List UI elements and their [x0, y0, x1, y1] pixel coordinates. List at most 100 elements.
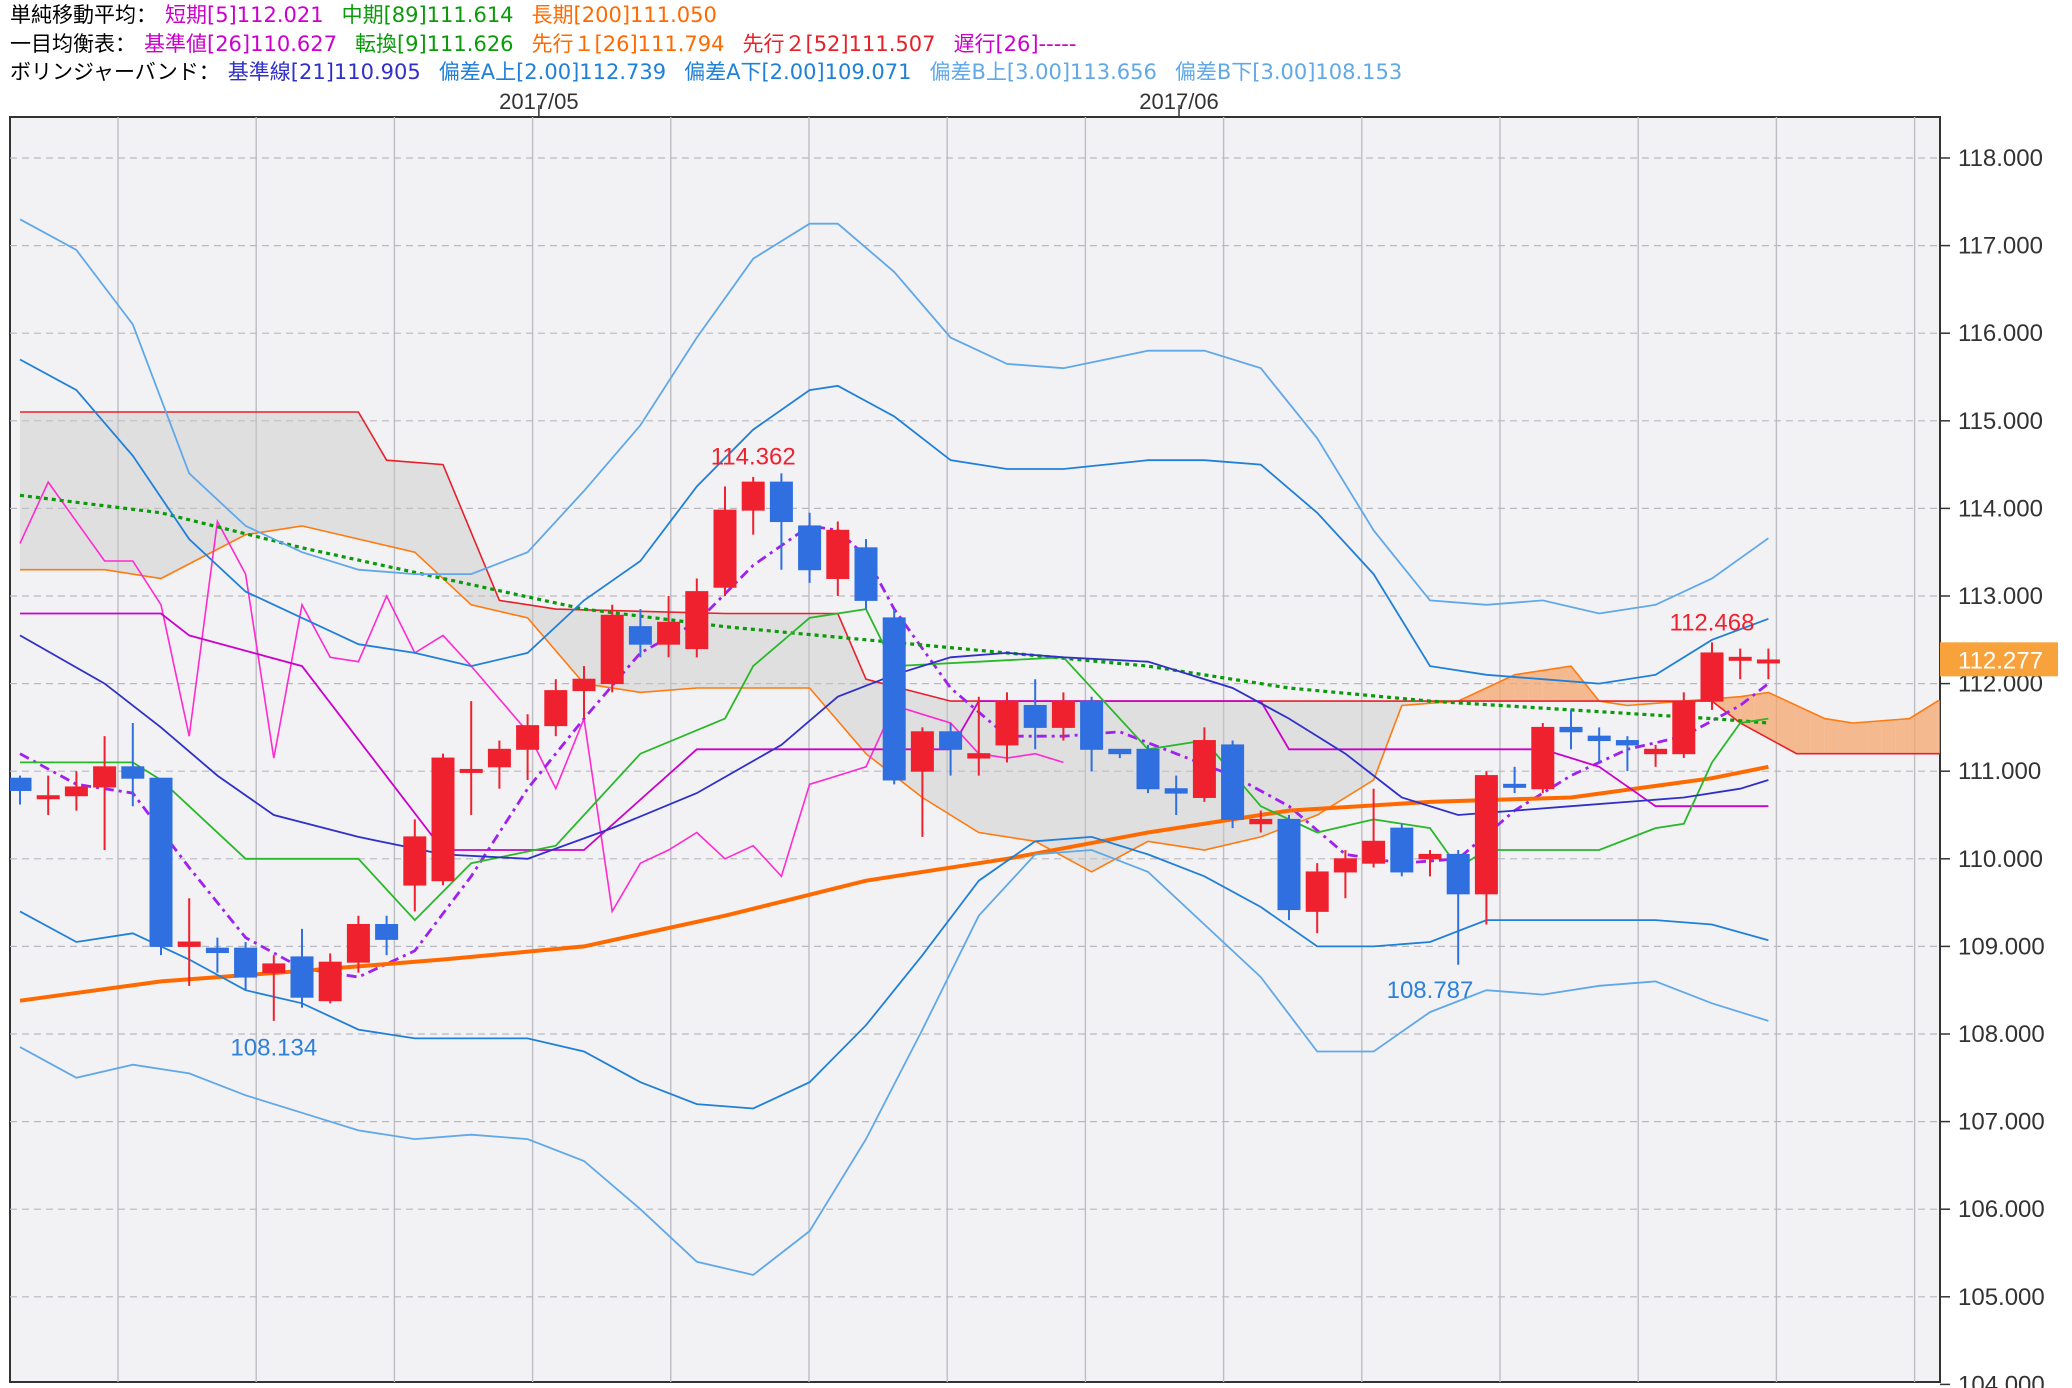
ichimoku-cloud-segment — [1105, 701, 1120, 865]
candle-body — [544, 690, 568, 727]
candle-body — [882, 617, 906, 781]
price-annotation: 108.134 — [230, 1034, 317, 1061]
ichimoku-cloud-segment — [513, 602, 528, 618]
candle-body — [459, 768, 483, 773]
candle-body — [1756, 659, 1780, 664]
ichimoku-cloud-segment — [1528, 670, 1543, 702]
series-line-6 — [19, 358, 1769, 685]
series-line-1 — [19, 493, 1769, 725]
ichimoku-cloud-segment — [978, 701, 993, 835]
candle-body — [1418, 853, 1442, 860]
ichimoku-cloud-segment — [217, 412, 232, 550]
ichimoku-cloud-segment — [287, 412, 302, 529]
ichimoku-cloud-segment — [936, 697, 951, 815]
ichimoku-cloud-segment — [316, 412, 331, 533]
ichimoku-cloud-segment — [1937, 701, 1940, 754]
ichimoku-cloud-segment — [161, 412, 176, 579]
candle-body — [769, 481, 793, 523]
candle-body — [290, 956, 314, 998]
series-line-8 — [19, 218, 1769, 615]
candle-body — [205, 947, 229, 954]
candle-body — [375, 924, 399, 940]
candle-body — [1700, 652, 1724, 702]
candle-body — [1672, 700, 1696, 755]
candle-body — [487, 748, 511, 768]
ichimoku-cloud-segment — [1867, 720, 1882, 754]
ichimoku-cloud-segment — [1782, 698, 1797, 754]
ichimoku-cloud-segment — [837, 613, 852, 738]
candle-body — [121, 766, 145, 779]
candle-body — [1474, 775, 1498, 895]
candle-body — [1728, 656, 1752, 661]
candle-body — [403, 836, 427, 886]
ichimoku-cloud-segment — [767, 613, 782, 688]
ichimoku-cloud-segment — [146, 412, 161, 579]
y-axis-tick-label: 109.000 — [1958, 933, 2045, 960]
ichimoku-base-value: 基準値[26]110.627 — [144, 32, 337, 56]
ichimoku-cloud-segment — [34, 412, 49, 570]
y-axis-tick-label: 116.000 — [1958, 320, 2043, 347]
x-axis-month-label: 2017/06 — [1139, 89, 1219, 114]
y-axis-tick-label: 118.000 — [1958, 145, 2043, 172]
ichimoku-span1-line — [20, 525, 1940, 873]
candle-body — [1390, 827, 1414, 873]
ichimoku-cloud-segment — [273, 412, 288, 531]
ichimoku-cloud-segment — [781, 613, 796, 688]
candle-body — [572, 678, 596, 692]
candle-body — [1136, 748, 1160, 790]
candle-body — [741, 481, 765, 511]
ichimoku-cloud-segment — [90, 412, 105, 570]
ichimoku-cloud-segment — [372, 436, 387, 546]
ichimoku-cloud-segment — [414, 462, 429, 566]
y-axis-tick-label: 113.000 — [1958, 583, 2043, 610]
candle-body — [1615, 740, 1639, 746]
candle-body — [149, 777, 173, 947]
ichimoku-cloud-segment — [400, 461, 415, 553]
y-axis-tick-label: 111.000 — [1958, 758, 2041, 785]
ichimoku-cloud-segment — [950, 701, 965, 824]
candle-body — [1333, 858, 1357, 873]
ichimoku-cloud-segment — [1726, 696, 1741, 724]
ichimoku-cloud-segment — [640, 611, 655, 693]
candle-body — [1051, 700, 1075, 728]
ichimoku-cloud-segment — [1966, 701, 1980, 754]
candle-body — [1164, 788, 1188, 794]
ichimoku-cloud-segment — [1768, 692, 1783, 747]
ichimoku-cloud-segment — [851, 646, 866, 754]
ichimoku-cloud-segment — [739, 613, 754, 688]
ichimoku-cloud-segment — [1571, 666, 1586, 702]
ichimoku-cloud-segment — [710, 613, 725, 688]
candle-body — [1446, 853, 1470, 895]
bollinger-legend-label: ボリンジャーバンド： — [10, 60, 220, 84]
ichimoku-cloud-segment — [1881, 719, 1896, 754]
candle-body — [93, 766, 117, 788]
candle-body — [1192, 740, 1216, 798]
ichimoku-cloud-segment — [527, 604, 542, 635]
candle-body — [318, 961, 342, 1002]
ichimoku-cloud-segment — [175, 412, 190, 572]
y-axis-tick-label: 105.000 — [1958, 1284, 2045, 1311]
ichimoku-cloud-segment — [1853, 721, 1868, 754]
candle-body — [1277, 818, 1301, 911]
ichimoku-cloud-segment — [753, 613, 768, 688]
series-line-7 — [19, 835, 1769, 1110]
price-annotation: 108.787 — [1387, 977, 1474, 1004]
ichimoku-cloud-segment — [499, 600, 514, 615]
ichimoku-cloud-segment — [231, 412, 246, 542]
sma-short-value: 短期[5]112.021 — [165, 3, 324, 27]
ichimoku-cloud-segment — [386, 460, 401, 549]
ichimoku-cloud-segment — [1373, 701, 1388, 780]
ichimoku-cloud-segment — [1162, 701, 1177, 846]
candle-body — [910, 731, 934, 772]
ichimoku-cloud-segment — [569, 609, 584, 684]
candle-body — [516, 725, 540, 750]
ichimoku-cloud-segment — [1754, 692, 1769, 739]
ichimoku-cloud-segment — [1810, 712, 1825, 754]
ichimoku-cloud-segment — [428, 463, 443, 579]
candle-body — [346, 924, 370, 963]
ichimoku-cloud-segment — [1838, 720, 1853, 754]
ichimoku-cloud-segment — [626, 610, 641, 693]
ichimoku-cloud-segment — [1514, 672, 1529, 702]
ichimoku-cloud-segment — [302, 412, 317, 530]
